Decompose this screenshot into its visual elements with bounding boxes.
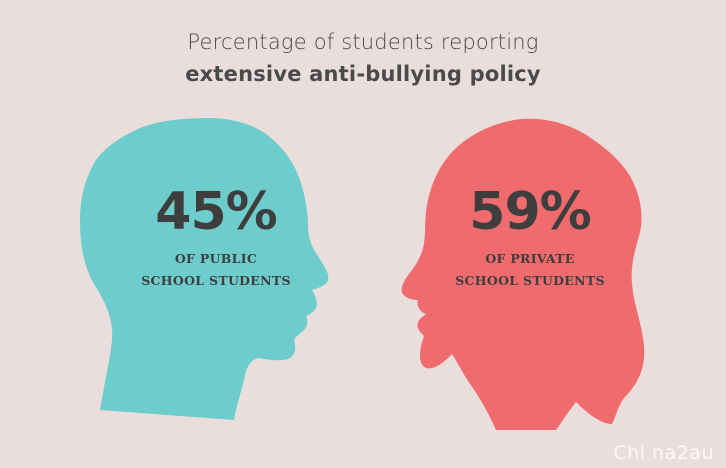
private-school-stat: 59% OF PRIVATE SCHOOL STUDENTS bbox=[440, 186, 620, 292]
private-description: OF PRIVATE SCHOOL STUDENTS bbox=[440, 248, 620, 292]
male-head-silhouette bbox=[80, 118, 329, 420]
infographic-title: Percentage of students reporting extensi… bbox=[0, 30, 726, 86]
private-percent: 59% bbox=[469, 182, 591, 242]
female-head-silhouette bbox=[401, 118, 645, 430]
public-percent: 45% bbox=[155, 182, 277, 242]
public-school-stat: 45% OF PUBLIC SCHOOL STUDENTS bbox=[126, 186, 306, 292]
title-line-2: extensive anti-bullying policy bbox=[185, 62, 541, 86]
public-desc-line-1: OF PUBLIC bbox=[174, 251, 258, 266]
watermark: Chi na2au bbox=[613, 442, 714, 464]
private-desc-line-2: SCHOOL STUDENTS bbox=[455, 273, 605, 288]
public-description: OF PUBLIC SCHOOL STUDENTS bbox=[126, 248, 306, 292]
title-line-1: Percentage of students reporting bbox=[187, 30, 539, 54]
public-desc-line-2: SCHOOL STUDENTS bbox=[141, 273, 291, 288]
private-desc-line-1: OF PRIVATE bbox=[485, 251, 575, 266]
